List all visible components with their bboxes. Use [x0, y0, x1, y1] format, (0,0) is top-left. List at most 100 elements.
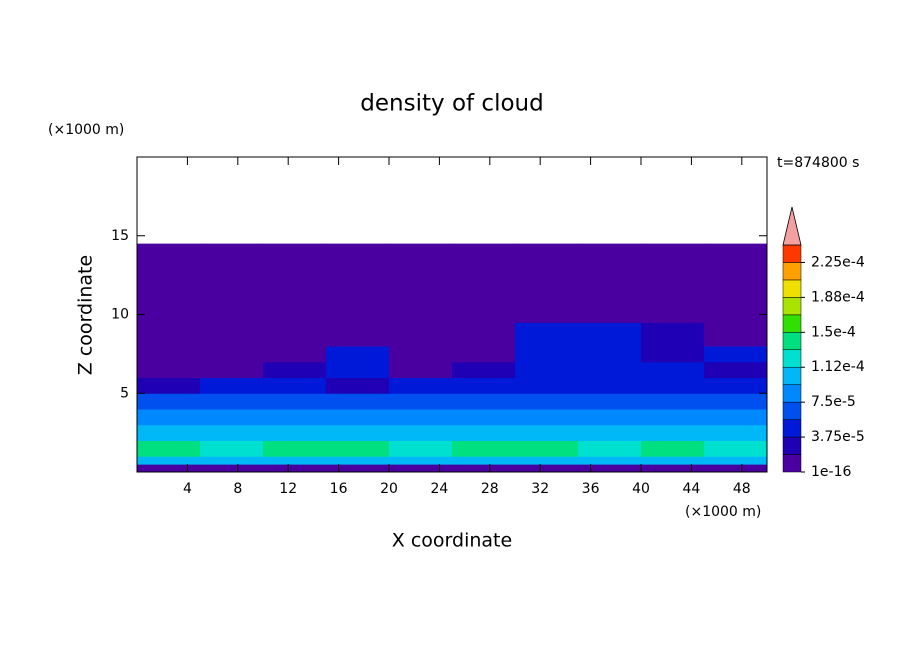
colorbar-band [782, 436, 802, 455]
contour-cell [704, 464, 768, 473]
contour-cell [326, 440, 390, 457]
contour-cell [704, 377, 768, 394]
contour-cell [137, 361, 201, 378]
contour-cell [578, 377, 642, 394]
contour-cell [200, 361, 264, 378]
contour-cell [137, 243, 201, 323]
contour-cell [515, 243, 579, 323]
contour-cell [452, 464, 516, 473]
colorbar-band [782, 262, 802, 281]
contour-cell [263, 361, 327, 378]
colorbar-band [782, 384, 802, 403]
contour-field [137, 243, 768, 473]
y-tick-label: 10 [111, 307, 129, 323]
y-unit: (×1000 m) [48, 122, 124, 138]
contour-cell [578, 409, 642, 426]
contour-cell [200, 393, 264, 410]
x-tick-label: 40 [632, 481, 650, 497]
colorbar-band [782, 419, 802, 438]
contour-cell [263, 346, 327, 363]
contour-cell [200, 409, 264, 426]
chart-title: density of cloud [360, 91, 543, 117]
contour-cell [137, 464, 201, 473]
contour-cell [515, 424, 579, 441]
contour-cell [515, 440, 579, 457]
colorbar-label: 1.5e-4 [811, 324, 856, 340]
contour-cell [641, 464, 705, 473]
colorbar-label: 7.5e-5 [811, 394, 856, 410]
contour-cell [137, 322, 201, 347]
colorbar-band [782, 401, 802, 420]
contour-cell [263, 243, 327, 323]
contour-cell [326, 464, 390, 473]
colorbar-label: 3.75e-5 [811, 429, 865, 445]
colorbar-label: 1e-16 [811, 464, 851, 480]
contour-cell [137, 424, 201, 441]
contour-cell [704, 424, 768, 441]
contour-cell [515, 393, 579, 410]
contour-cell [326, 377, 390, 394]
contour-cell [263, 409, 327, 426]
contour-cell [641, 409, 705, 426]
contour-cell [578, 464, 642, 473]
contour-cell [326, 361, 390, 378]
colorbar-label: 2.25e-4 [811, 254, 865, 270]
contour-cell [137, 393, 201, 410]
contour-cell [137, 409, 201, 426]
colorbar-band [782, 332, 802, 351]
contour-cell [704, 409, 768, 426]
contour-cell [578, 361, 642, 378]
x-tick-label: 8 [233, 481, 242, 497]
contour-cell [641, 243, 705, 323]
contour-cell [389, 424, 453, 441]
colorbar-label: 1.88e-4 [811, 289, 865, 305]
contour-cell [263, 377, 327, 394]
contour-cell [704, 322, 768, 347]
x-tick-label: 48 [733, 481, 751, 497]
contour-cell [326, 393, 390, 410]
y-axis-label: Z coordinate [75, 255, 97, 375]
contour-cell [389, 440, 453, 457]
axes: 4 8 12 16 20 24 28 32 36 40 44 48510151e-163.75e-57… [111, 156, 865, 497]
contour-cell [200, 243, 264, 323]
contour-cell [704, 243, 768, 323]
contour-cell [200, 322, 264, 347]
contour-cell [704, 440, 768, 457]
y-tick-label: 5 [120, 385, 129, 401]
x-tick-label: 32 [531, 481, 549, 497]
contour-cell [452, 346, 516, 363]
contour-cell [452, 243, 516, 323]
contour-cell [389, 346, 453, 363]
colorbar-band [782, 297, 802, 316]
x-tick-label: 16 [330, 481, 348, 497]
contour-cell [200, 377, 264, 394]
contour-cell [452, 377, 516, 394]
contour-cell [326, 409, 390, 426]
y-tick-label: 15 [111, 228, 129, 244]
contour-cell [326, 322, 390, 347]
x-unit: (×1000 m) [685, 504, 761, 520]
contour-cell [263, 456, 327, 465]
contour-cell [515, 456, 579, 465]
contour-cell [200, 456, 264, 465]
contour-cell [263, 464, 327, 473]
colorbar-band [782, 454, 802, 473]
contour-cell [137, 377, 201, 394]
contour-cell [578, 243, 642, 323]
contour-cell [389, 393, 453, 410]
contour-cell [641, 361, 705, 378]
contour-cell [515, 361, 579, 378]
colorbar-band [782, 366, 802, 385]
contour-cell [452, 456, 516, 465]
contour-cell [641, 393, 705, 410]
x-tick-label: 20 [380, 481, 398, 497]
contour-cell [389, 464, 453, 473]
contour-cell [578, 440, 642, 457]
contour-cell [452, 322, 516, 347]
contour-cell [452, 393, 516, 410]
contour-cell [200, 346, 264, 363]
contour-cell [200, 440, 264, 457]
contour-cell [137, 440, 201, 457]
contour-cell [641, 377, 705, 394]
x-tick-label: 12 [279, 481, 297, 497]
